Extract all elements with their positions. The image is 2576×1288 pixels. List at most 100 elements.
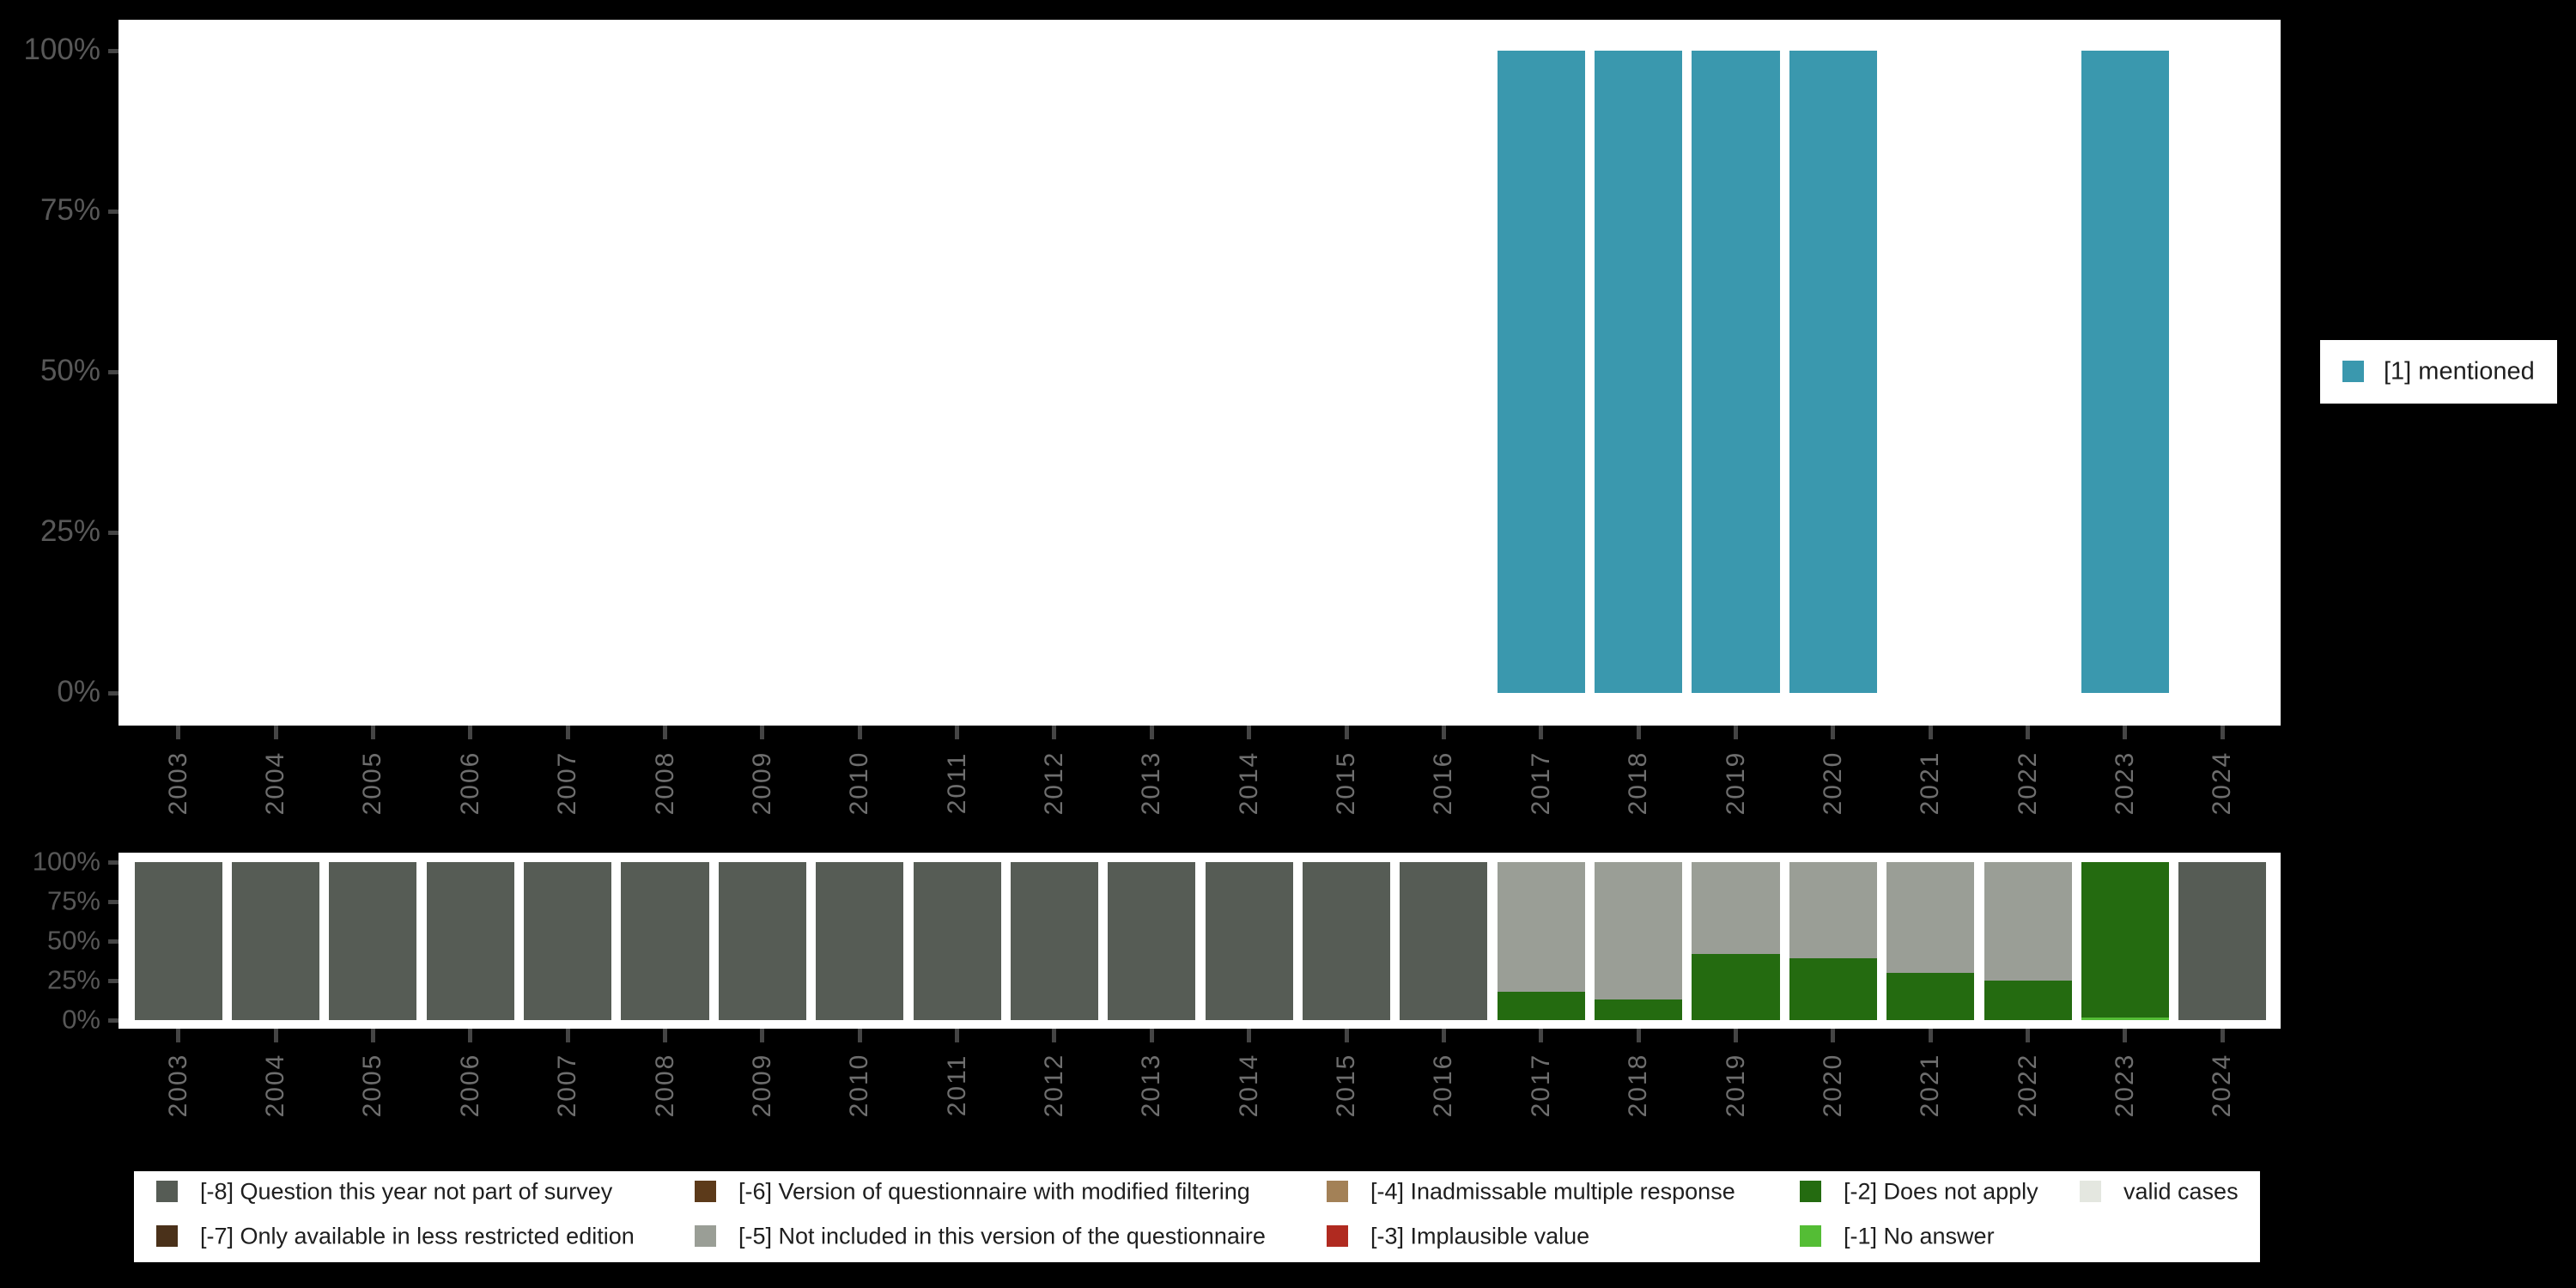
y-axis-tick-label: 75%: [46, 885, 100, 916]
legend-swatch-icon: [1327, 1181, 1348, 1202]
x-axis-tick: [468, 726, 473, 739]
legend-label: [-7] Only available in less restricted e…: [200, 1223, 635, 1249]
x-axis-year-label: 2014: [1234, 1053, 1263, 1118]
y-axis-tick-label: 50%: [46, 925, 100, 956]
x-axis-year-label: 2016: [1429, 750, 1458, 816]
legend-label: [-6] Version of questionnaire with modif…: [738, 1178, 1250, 1205]
bar-segment-2022: [1984, 981, 2072, 1020]
mentioned-legend-label: [1] mentioned: [2384, 357, 2535, 386]
bar-segment-2016: [1400, 862, 1488, 1020]
x-axis-tick: [857, 726, 862, 739]
x-axis-tick: [565, 1029, 570, 1042]
x-axis-year-label: 2020: [1818, 1053, 1847, 1118]
x-axis-year-label: 2009: [747, 750, 776, 816]
x-axis-tick: [1831, 726, 1836, 739]
x-axis-tick: [1636, 726, 1641, 739]
x-axis-tick: [2220, 1029, 2225, 1042]
x-axis-year-label: 2020: [1818, 750, 1847, 816]
x-axis-year-label: 2017: [1526, 750, 1555, 816]
x-axis-tick: [565, 726, 570, 739]
bar-segment-2017: [1497, 991, 1585, 1020]
x-axis-year-label: 2024: [2208, 750, 2237, 816]
bar-segment-2014: [1205, 862, 1293, 1020]
x-axis-tick: [1539, 1029, 1544, 1042]
bar-segment-2018: [1595, 862, 1683, 1000]
x-axis-year-label: 2003: [163, 750, 192, 816]
x-axis-year-label: 2019: [1721, 1053, 1750, 1118]
x-axis-tick: [857, 1029, 862, 1042]
x-axis-year-label: 2008: [650, 1053, 679, 1118]
x-axis-year-label: 2006: [455, 1053, 484, 1118]
x-axis-year-label: 2007: [553, 1053, 582, 1118]
legend-label: [-8] Question this year not part of surv…: [200, 1178, 613, 1205]
bar-segment-2017: [1497, 51, 1585, 693]
x-axis-year-label: 2013: [1137, 750, 1166, 816]
x-axis-year-label: 2016: [1429, 1053, 1458, 1118]
y-axis-tick-label: 100%: [23, 33, 100, 67]
legend-swatch-icon: [1327, 1225, 1348, 1247]
x-axis-year-label: 2007: [553, 750, 582, 816]
x-axis-year-label: 2013: [1137, 1053, 1166, 1118]
x-axis-year-label: 2004: [261, 1053, 290, 1118]
bar-segment-2010: [816, 862, 904, 1020]
x-axis-year-label: 2005: [358, 750, 387, 816]
y-axis-tick-label: 0%: [62, 1004, 100, 1035]
x-axis-tick: [2123, 726, 2128, 739]
x-axis-tick: [1928, 1029, 1933, 1042]
x-axis-tick: [273, 1029, 278, 1042]
x-axis-tick: [1247, 1029, 1252, 1042]
x-axis-tick: [1734, 1029, 1738, 1042]
bar-segment-2023: [2081, 1018, 2169, 1020]
x-axis-year-label: 2018: [1624, 1053, 1653, 1118]
x-axis-tick: [273, 726, 278, 739]
x-axis-year-label: 2019: [1721, 750, 1750, 816]
series-legend-box: [1] mentioned: [2320, 340, 2557, 404]
x-axis-tick: [760, 1029, 765, 1042]
x-axis-year-label: 2021: [1916, 750, 1945, 816]
x-axis-year-label: 2011: [942, 751, 971, 815]
y-axis-tick: [108, 860, 118, 865]
x-axis-tick: [176, 726, 181, 739]
legend-swatch-icon: [695, 1181, 716, 1202]
x-axis-tick: [955, 1029, 960, 1042]
x-axis-tick: [1052, 726, 1057, 739]
y-axis-tick: [108, 209, 118, 214]
mentioned-swatch-icon: [2342, 361, 2364, 382]
legend-swatch-icon: [156, 1181, 178, 1202]
legend-swatch-icon: [1800, 1225, 1821, 1247]
x-axis-tick: [468, 1029, 473, 1042]
x-axis-tick: [1441, 1029, 1446, 1042]
x-axis-year-label: 2004: [261, 750, 290, 816]
x-axis-tick: [1928, 726, 1933, 739]
legend-label: [-3] Implausible value: [1370, 1223, 1590, 1249]
y-axis-tick: [108, 978, 118, 983]
x-axis-year-label: 2022: [2013, 750, 2042, 816]
x-axis-tick: [1149, 726, 1154, 739]
x-axis-tick: [176, 1029, 181, 1042]
x-axis-year-label: 2010: [845, 1053, 874, 1118]
bar-segment-2012: [1010, 862, 1098, 1020]
x-axis-year-label: 2017: [1526, 1053, 1555, 1118]
bar-segment-2003: [134, 862, 222, 1020]
x-axis-year-label: 2009: [747, 1053, 776, 1118]
bar-segment-2021: [1886, 972, 1975, 1020]
x-axis-tick: [663, 1029, 667, 1042]
y-axis-tick-label: 75%: [39, 193, 100, 228]
bar-segment-2023: [2081, 51, 2169, 693]
x-axis-tick: [1636, 1029, 1641, 1042]
x-axis-tick: [2220, 726, 2225, 739]
x-axis-tick: [2026, 726, 2031, 739]
bar-segment-2020: [1789, 862, 1877, 959]
bar-segment-2006: [426, 862, 514, 1020]
y-axis-tick-label: 25%: [46, 964, 100, 995]
bar-segment-2005: [329, 862, 417, 1020]
x-axis-tick: [1831, 1029, 1836, 1042]
legend-swatch-icon: [1800, 1181, 1821, 1202]
bar-segment-2017: [1497, 862, 1585, 992]
bar-segment-2011: [913, 862, 1001, 1020]
legend-label: valid cases: [2123, 1178, 2239, 1205]
y-axis-tick: [108, 939, 118, 944]
x-axis-tick: [955, 726, 960, 739]
bar-segment-2008: [621, 862, 709, 1020]
x-axis-year-label: 2024: [2208, 1053, 2237, 1118]
